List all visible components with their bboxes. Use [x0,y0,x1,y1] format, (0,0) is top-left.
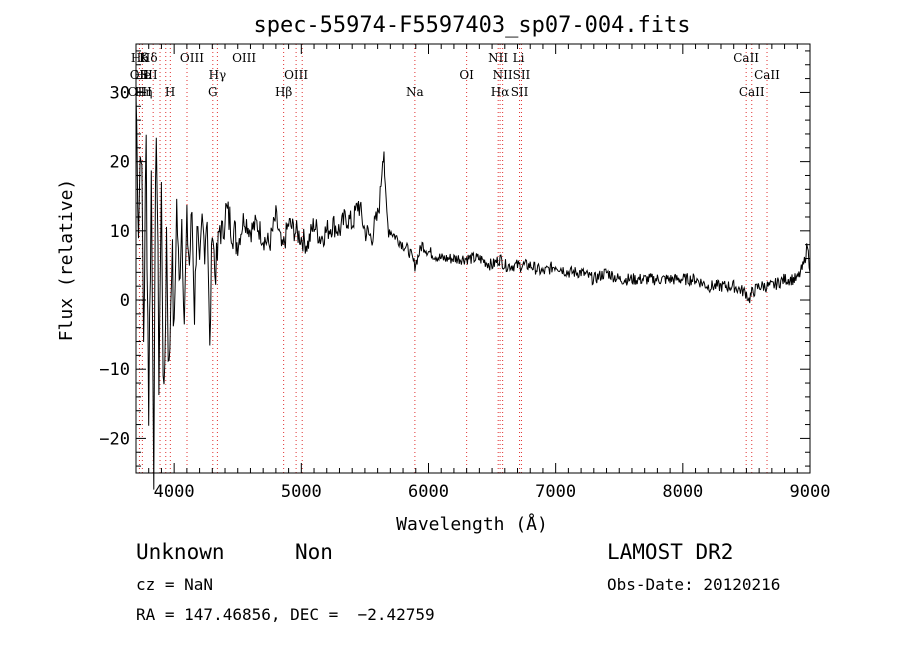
y-tick-label: 30 [110,83,130,103]
survey-name: LAMOST DR2 [607,540,734,564]
chart-title: spec-55974-F5597403_sp07-004.fits [253,13,690,38]
emission-line-label: H [165,85,175,99]
y-tick-label: 20 [110,153,130,173]
x-tick-label: 4000 [154,482,195,502]
object-class: Unknown [136,540,225,564]
x-tick-label: 8000 [662,482,703,502]
x-tick-label: 5000 [281,482,322,502]
emission-line-label: Hδ [131,51,149,65]
emission-line-label: OI [459,68,474,82]
emission-line-label: Hα [491,85,510,99]
y-tick-label: 0 [120,291,130,311]
spectrum-series [135,93,811,490]
x-tick-label: 7000 [535,482,576,502]
emission-line-label: Hγ [209,68,227,82]
emission-line-label: CaII [739,85,765,99]
emission-line-label: Hδ [140,51,158,65]
emission-line-label: G [208,85,218,99]
plot-axes [135,43,811,474]
emission-line-label: OIII [180,51,204,65]
emission-line-label: Li [513,51,525,65]
emission-line-label: NII [488,51,508,65]
emission-line-label: SII [140,68,158,82]
emission-line-label: Na [406,85,424,99]
emission-line-label: K [139,51,149,65]
emission-line-label: CaII [754,68,780,82]
axis-ticks: 4000 5000 6000 7000 8000 9000 −20 −10 0 10 20 30 [99,44,830,502]
observation-date: Obs-Date: 20120216 [607,575,781,594]
x-tick-label: 6000 [408,482,449,502]
redshift-cz: cz = NaN [136,575,214,594]
plot-frame [135,43,811,474]
emission-line-label: I [143,68,148,82]
emission-line-label: OII [130,68,150,82]
emission-line-label: SII [513,68,531,82]
spectrum-line [135,93,811,490]
y-tick-label: 10 [110,222,130,242]
emission-line-label: OIII [232,51,256,65]
y-tick-label: −20 [99,429,130,449]
subclass: Non [295,540,333,564]
y-tick-label: −10 [99,360,130,380]
coordinates: RA = 147.46856, DEC = −2.42759 [136,605,435,624]
x-tick-label: 9000 [790,482,831,502]
emission-line-label: OIII [284,68,308,82]
x-axis-label: Wavelength (Å) [396,513,548,535]
emission-line-label: Hβ [275,85,292,99]
emission-line-label: NII [493,68,513,82]
emission-line-label: CaII [733,51,759,65]
y-axis-label: Flux (relative) [56,179,77,342]
emission-line-label: SII [511,85,529,99]
